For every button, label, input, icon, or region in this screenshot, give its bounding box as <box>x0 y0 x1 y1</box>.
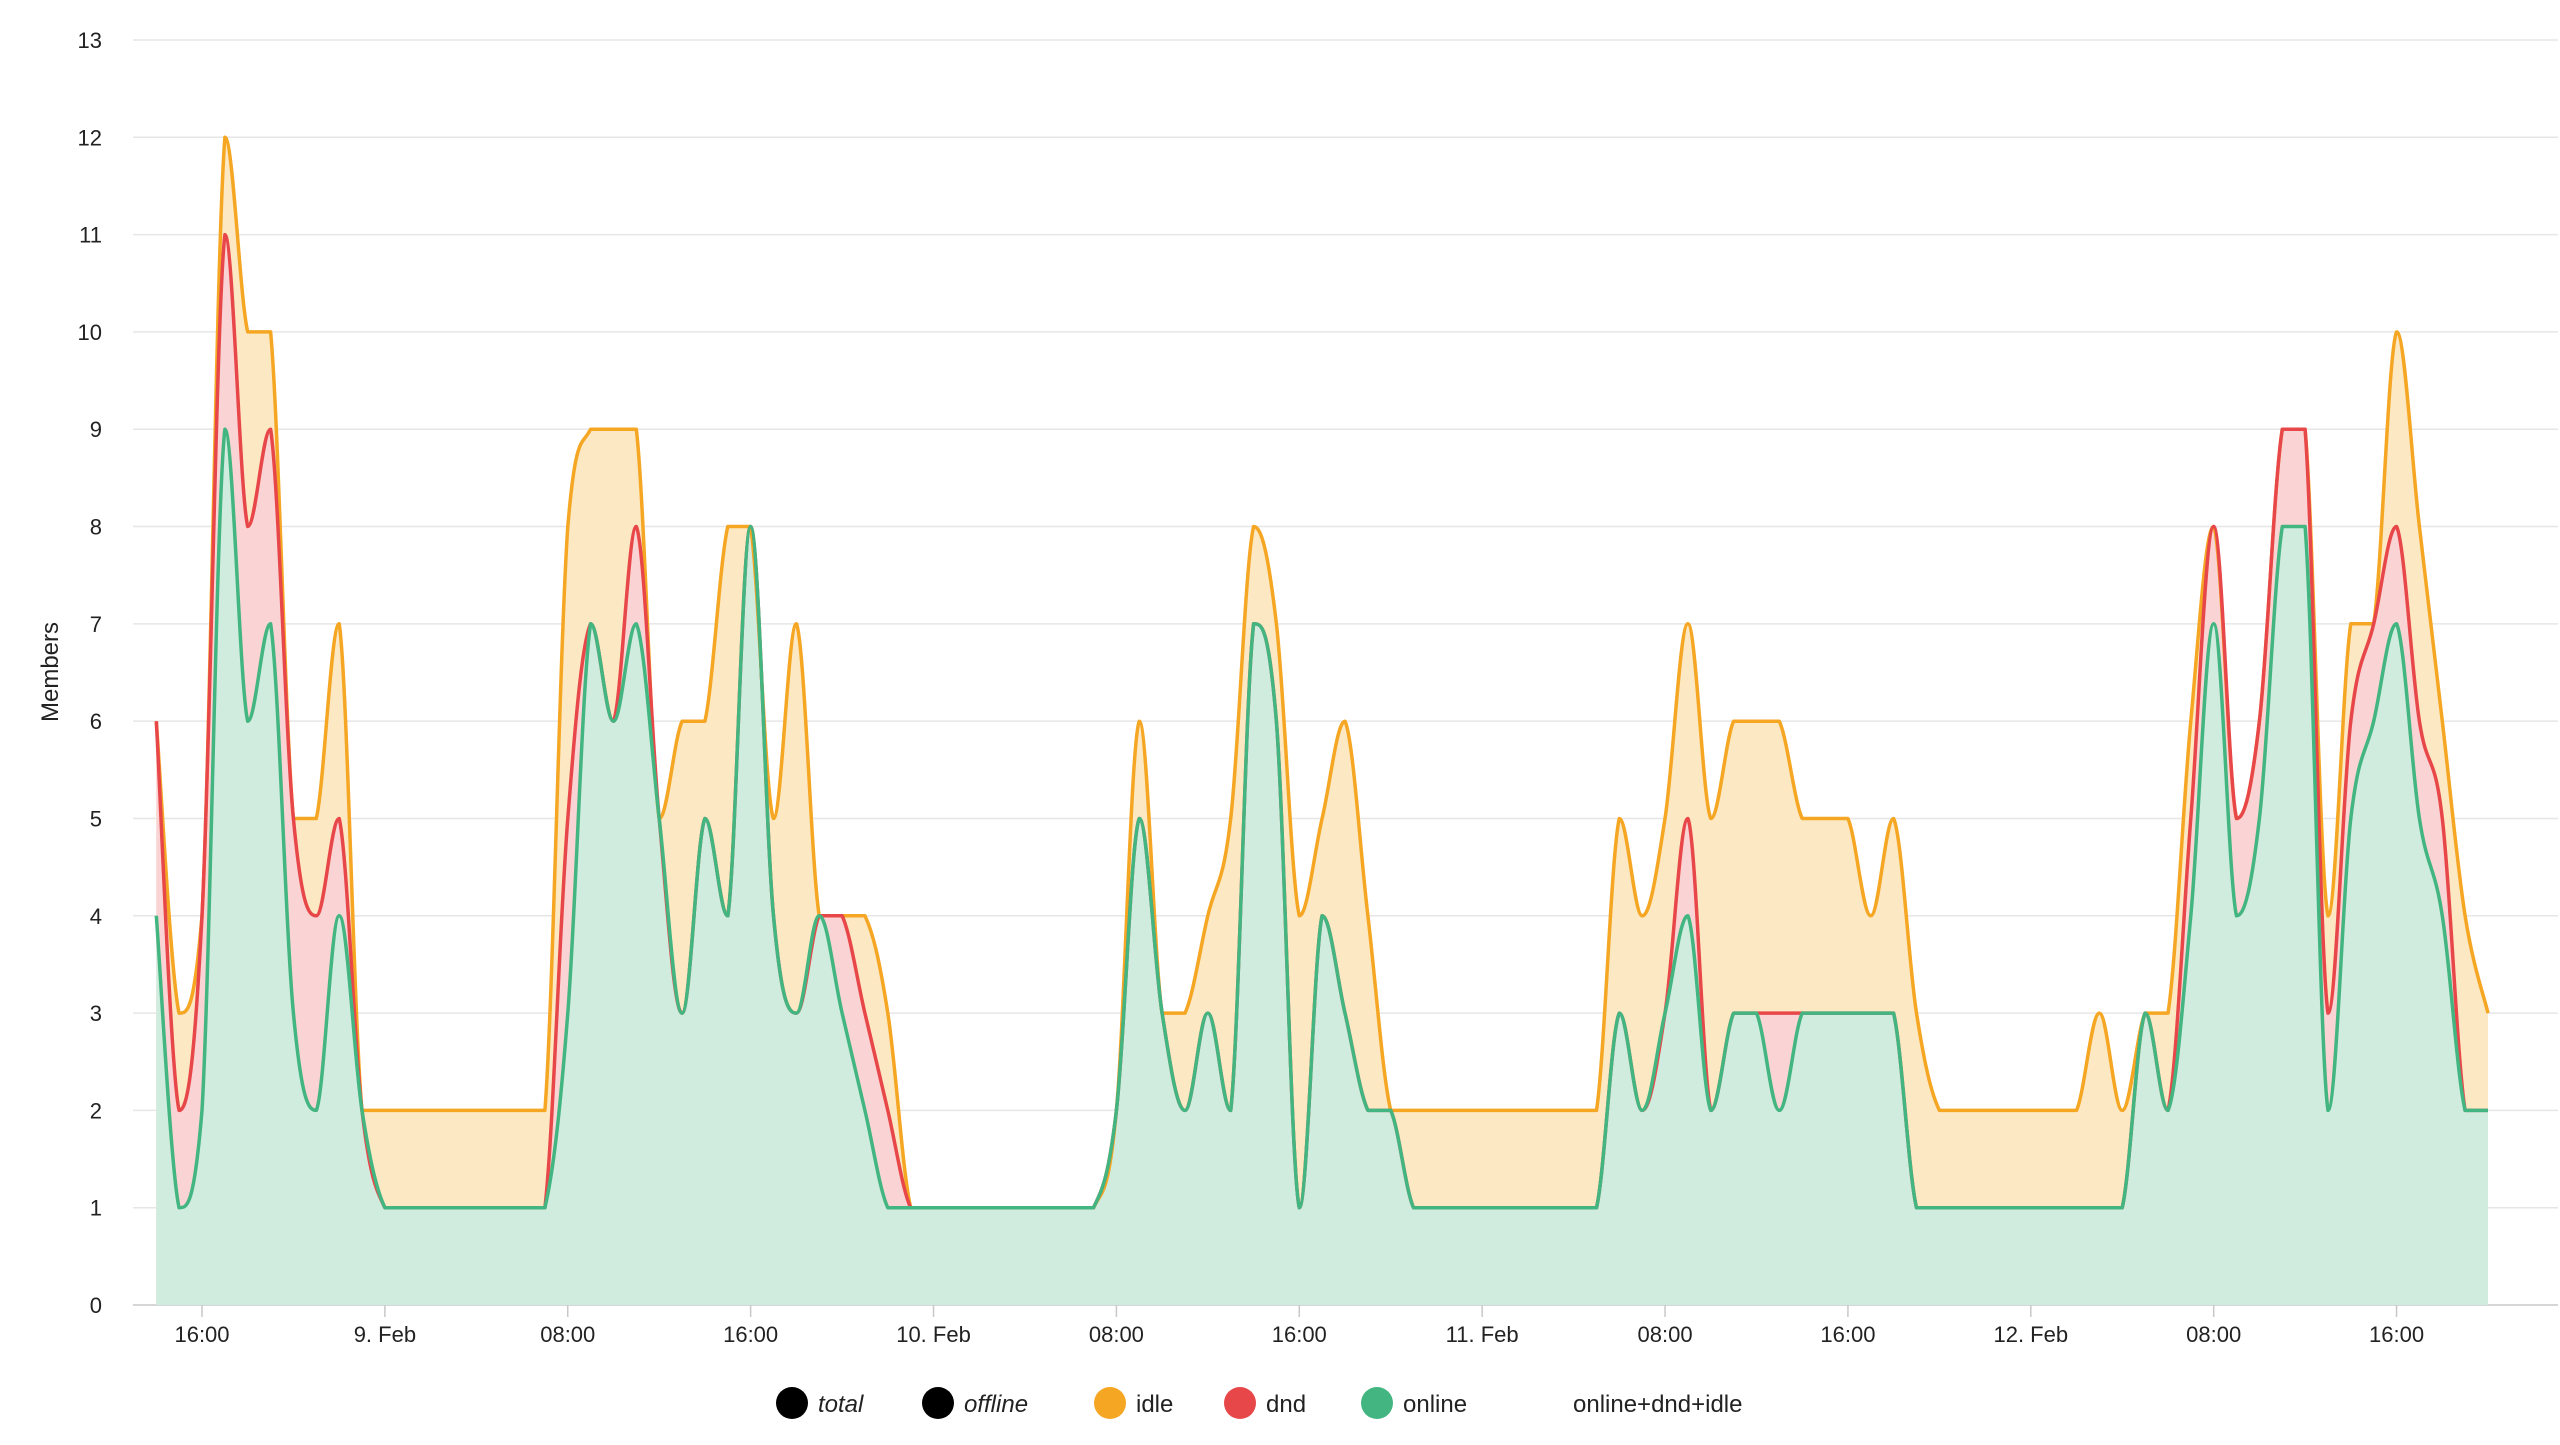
x-tick-label: 12. Feb <box>1993 1322 2068 1347</box>
y-tick-label: 6 <box>90 709 102 734</box>
y-tick-label: 8 <box>90 515 102 540</box>
legend-marker <box>776 1387 808 1419</box>
y-tick-label: 5 <box>90 806 102 831</box>
y-tick-label: 7 <box>90 612 102 637</box>
y-tick-label: 12 <box>78 125 102 150</box>
legend-label: online <box>1403 1391 1467 1418</box>
x-tick-label: 08:00 <box>1638 1322 1693 1347</box>
y-tick-label: 10 <box>78 320 102 345</box>
x-tick-label: 10. Feb <box>896 1322 971 1347</box>
legend-marker <box>1094 1387 1126 1419</box>
legend: total offline idle dnd online online+dnd+idle <box>776 1387 1743 1419</box>
y-tick-label: 3 <box>90 1001 102 1026</box>
series-line-0 <box>154 135 2490 1210</box>
x-tick-label: 08:00 <box>1089 1322 1144 1347</box>
y-tick-label: 1 <box>90 1196 102 1221</box>
series-lines <box>154 135 2490 1210</box>
legend-label: total <box>818 1391 864 1418</box>
x-tick-label: 11. Feb <box>1446 1322 1519 1347</box>
x-tick-label: 16:00 <box>723 1322 778 1347</box>
y-axis-title: Members <box>37 622 64 722</box>
legend-label: offline <box>964 1391 1028 1418</box>
y-tick-label: 9 <box>90 417 102 442</box>
series-areas <box>156 137 2488 1306</box>
y-tick-label: 2 <box>90 1098 102 1123</box>
series-line-2 <box>154 427 2488 1210</box>
x-tick-label: 16:00 <box>2369 1322 2424 1347</box>
legend-label: online+dnd+idle <box>1573 1391 1743 1418</box>
legend-marker <box>1224 1387 1256 1419</box>
y-tick-label: 11 <box>79 223 102 248</box>
x-tick-label: 08:00 <box>2186 1322 2241 1347</box>
x-tick-label: 08:00 <box>540 1322 595 1347</box>
y-tick-label: 13 <box>78 28 102 53</box>
x-tick-label: 16:00 <box>174 1322 229 1347</box>
y-tick-label: 0 <box>90 1293 102 1318</box>
legend-marker <box>1361 1387 1393 1419</box>
legend-label: dnd <box>1266 1391 1306 1418</box>
x-tick-label: 16:00 <box>1820 1322 1875 1347</box>
x-tick-label: 9. Feb <box>354 1322 416 1347</box>
legend-label: idle <box>1136 1391 1173 1418</box>
x-tick-label: 16:00 <box>1272 1322 1327 1347</box>
y-tick-label: 4 <box>90 904 102 929</box>
legend-marker <box>922 1387 954 1419</box>
series-area-2 <box>156 429 2488 1305</box>
